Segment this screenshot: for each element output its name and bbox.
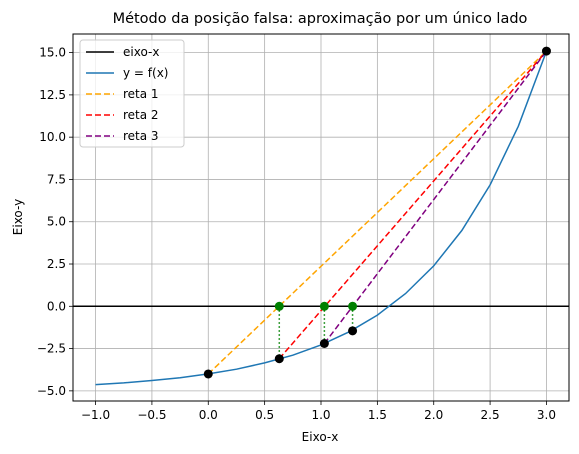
series-line-reta-1 xyxy=(207,50,548,375)
plot-content xyxy=(73,46,569,386)
y-tick-label: 7.5 xyxy=(47,172,66,186)
y-tick-label: 12.5 xyxy=(39,88,66,102)
x-tick-label: 3.0 xyxy=(537,408,556,422)
legend-label-y-f-x: y = f(x) xyxy=(123,66,168,80)
y-axis-ticks: −5.0 −2.5 0.0 2.5 5.0 7.5 10.0 12.5 15.0 xyxy=(37,46,73,398)
chart-title: Método da posição falsa: aproximação por… xyxy=(113,11,528,27)
y-tick-label: 15.0 xyxy=(39,46,66,60)
x-tick-label: 0.0 xyxy=(199,408,218,422)
x-tick-label: 1.0 xyxy=(311,408,330,422)
point-black xyxy=(319,338,329,348)
x-tick-label: −1.0 xyxy=(81,408,110,422)
point-black xyxy=(203,369,213,379)
legend-label-eixo-x: eixo-x xyxy=(123,45,159,59)
y-tick-label: 2.5 xyxy=(47,257,66,271)
x-tick-label: 0.5 xyxy=(255,408,274,422)
y-tick-label: −5.0 xyxy=(37,384,66,398)
point-green xyxy=(319,301,329,311)
y-tick-label: −2.5 xyxy=(37,342,66,356)
x-tick-label: 2.0 xyxy=(424,408,443,422)
legend-label-reta-3: reta 3 xyxy=(123,129,159,143)
legend: eixo-x y = f(x) reta 1 reta 2 reta 3 xyxy=(79,39,185,148)
x-tick-label: 1.5 xyxy=(368,408,387,422)
x-axis-label: Eixo-x xyxy=(302,430,339,444)
series-line-reta-3 xyxy=(323,50,548,344)
y-tick-label: 10.0 xyxy=(39,130,66,144)
point-black xyxy=(348,326,358,336)
point-black xyxy=(541,46,551,56)
point-black xyxy=(274,354,284,364)
legend-box xyxy=(79,39,185,148)
y-axis-label: Eixo-y xyxy=(11,199,25,235)
point-green xyxy=(348,301,358,311)
legend-label-reta-2: reta 2 xyxy=(123,108,159,122)
y-tick-label: 0.0 xyxy=(47,299,66,313)
series-line-reta-2 xyxy=(278,50,548,360)
x-tick-label: −0.5 xyxy=(137,408,166,422)
x-tick-label: 2.5 xyxy=(481,408,500,422)
x-axis-ticks: −1.0 −0.5 0.0 0.5 1.0 1.5 2.0 2.5 3.0 xyxy=(81,401,556,422)
y-tick-label: 5.0 xyxy=(47,215,66,229)
legend-label-reta-1: reta 1 xyxy=(123,87,159,101)
point-green xyxy=(274,301,284,311)
